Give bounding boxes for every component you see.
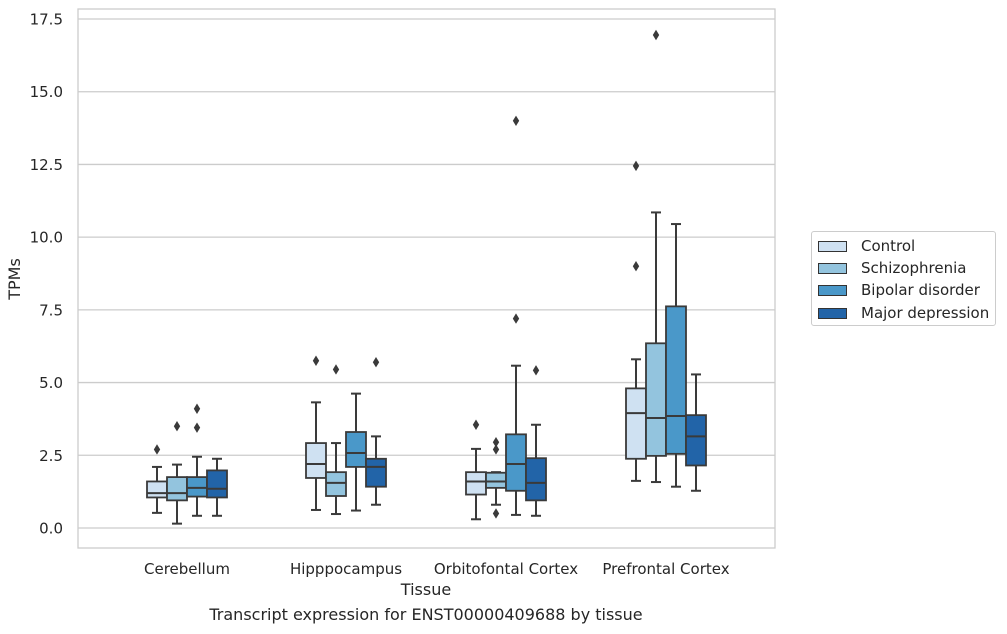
x-tick-labels: Cerebellum Hipppocampus Orbitofontal Corte… — [144, 560, 730, 578]
legend-item-major-depression: Major depression — [818, 304, 989, 322]
legend-item-bipolar-disorder: Bipolar disorder — [818, 281, 980, 299]
outlier-point — [492, 436, 500, 448]
y-tick-label: 17.5 — [30, 11, 63, 29]
box-1-0 — [305, 355, 327, 511]
y-tick-label: 15.0 — [30, 83, 63, 101]
box-iqr — [305, 442, 327, 479]
legend-label-schizophrenia: Schizophrenia — [861, 259, 967, 277]
y-tick-label: 10.0 — [30, 229, 63, 247]
x-tick-label: Cerebellum — [144, 560, 230, 578]
legend-label-major-depression: Major depression — [861, 304, 990, 322]
box-2-3 — [525, 365, 547, 517]
box-iqr — [186, 476, 208, 498]
y-tick-label: 5.0 — [39, 374, 63, 392]
box-iqr — [665, 305, 687, 455]
box-iqr — [685, 414, 707, 467]
box-2-1 — [485, 436, 507, 519]
outlier-point — [173, 421, 181, 432]
box-iqr — [465, 471, 487, 496]
box-2-0 — [465, 419, 487, 521]
box-iqr — [325, 471, 347, 497]
legend-swatch-bipolar-disorder — [818, 284, 847, 296]
box-iqr — [345, 431, 367, 468]
box-iqr — [525, 457, 547, 502]
x-tick-label: Orbitofontal Cortex — [434, 560, 578, 578]
outlier-point — [472, 419, 480, 430]
legend-item-control: Control — [818, 237, 915, 255]
figure-caption: Transcript expression for ENST0000040968… — [209, 605, 643, 624]
legend-swatch-control — [818, 240, 847, 252]
x-tick-label: Prefrontal Cortex — [602, 560, 729, 578]
y-tick-labels: 0.0 2.5 5.0 7.5 10.0 12.5 15.0 17.5 — [30, 11, 63, 538]
box-3-1 — [645, 29, 667, 484]
outlier-point — [372, 357, 380, 368]
box-1-3 — [365, 357, 387, 506]
box-3-3 — [685, 373, 707, 492]
outlier-point — [312, 355, 320, 366]
box-iqr — [645, 342, 667, 457]
outlier-point — [532, 365, 540, 376]
legend-swatch-schizophrenia — [818, 262, 847, 274]
box-2-2 — [505, 115, 527, 516]
outlier-point — [153, 444, 161, 455]
outlier-point — [652, 29, 660, 41]
legend-swatch-major-depression — [818, 307, 847, 319]
box-0-0 — [146, 444, 168, 514]
box-0-3 — [206, 457, 228, 517]
gridlines — [78, 18, 775, 529]
legend-item-schizophrenia: Schizophrenia — [818, 259, 966, 277]
box-iqr — [625, 387, 647, 460]
x-axis-label: Tissue — [400, 580, 451, 599]
box-iqr — [166, 476, 188, 502]
y-axis-label: TPMs — [5, 258, 24, 301]
box-0-2 — [186, 403, 208, 517]
box-iqr — [485, 471, 507, 489]
plot-area-frame — [77, 8, 776, 549]
legend-label-control: Control — [861, 237, 916, 255]
box-iqr — [365, 457, 387, 488]
outlier-point — [193, 422, 201, 433]
y-tick-label: 0.0 — [39, 520, 63, 538]
box-1-2 — [345, 392, 367, 512]
box-0-1 — [166, 421, 188, 525]
outlier-point — [512, 313, 520, 324]
box-3-2 — [665, 223, 687, 488]
outlier-point — [632, 261, 640, 272]
box-3-0 — [625, 160, 647, 482]
box-iqr — [146, 480, 168, 499]
box-iqr — [505, 433, 527, 492]
outlier-point — [632, 160, 640, 172]
legend-label-bipolar-disorder: Bipolar disorder — [861, 281, 980, 299]
box-iqr — [206, 469, 228, 499]
outlier-point — [492, 508, 500, 519]
y-tick-label: 12.5 — [30, 156, 63, 174]
box-1-1 — [325, 364, 347, 516]
outlier-point — [492, 444, 500, 455]
x-tick-label: Hipppocampus — [290, 560, 402, 578]
y-tick-label: 2.5 — [39, 447, 63, 465]
y-tick-label: 7.5 — [39, 301, 63, 319]
box-groups — [146, 29, 707, 525]
outlier-point — [332, 364, 340, 375]
outlier-point — [193, 403, 201, 414]
outlier-point — [512, 115, 520, 126]
legend: Control Schizophrenia Bipolar disorder M… — [811, 231, 996, 326]
